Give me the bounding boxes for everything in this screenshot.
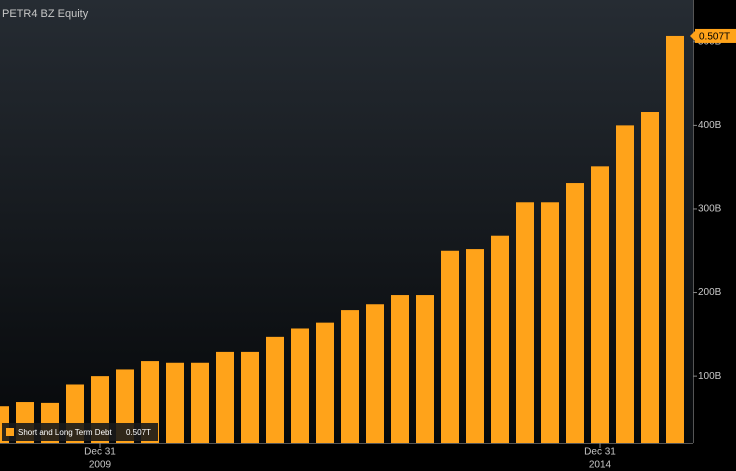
bar	[391, 295, 409, 443]
bar	[141, 361, 159, 443]
legend-swatch	[6, 428, 14, 436]
value-label: 0.507T	[699, 32, 730, 43]
legend-value: 0.507T	[126, 428, 151, 437]
y-tick-label: 200B	[698, 287, 722, 298]
legend-box	[2, 423, 158, 441]
bar	[191, 362, 209, 443]
bar	[566, 183, 584, 443]
chart-title: PETR4 BZ Equity	[2, 8, 89, 20]
y-tick-label: 100B	[698, 371, 722, 382]
bar	[266, 336, 284, 443]
bar	[291, 328, 309, 443]
bar	[666, 35, 684, 443]
bar	[466, 249, 484, 443]
bar	[491, 235, 509, 443]
value-tag	[695, 28, 736, 43]
bar	[241, 351, 259, 443]
bar	[341, 310, 359, 443]
bar	[166, 362, 184, 443]
bar	[416, 295, 434, 443]
bar	[441, 250, 459, 443]
bar	[591, 166, 609, 443]
x-tick-year: 2014	[589, 460, 612, 471]
bar	[641, 112, 659, 443]
bar	[541, 202, 559, 443]
x-tick-label: Dec 31	[84, 447, 116, 458]
bar	[516, 202, 534, 443]
value-tag-pointer	[690, 30, 695, 41]
y-tick-label: 300B	[698, 204, 722, 215]
x-tick-year: 2009	[89, 460, 112, 471]
bar	[316, 322, 334, 443]
x-tick-label: Dec 31	[584, 447, 616, 458]
y-tick-label: 400B	[698, 120, 722, 131]
bar	[616, 125, 634, 443]
bar	[216, 351, 234, 443]
bar	[366, 304, 384, 443]
legend-label: Short and Long Term Debt	[18, 428, 112, 437]
